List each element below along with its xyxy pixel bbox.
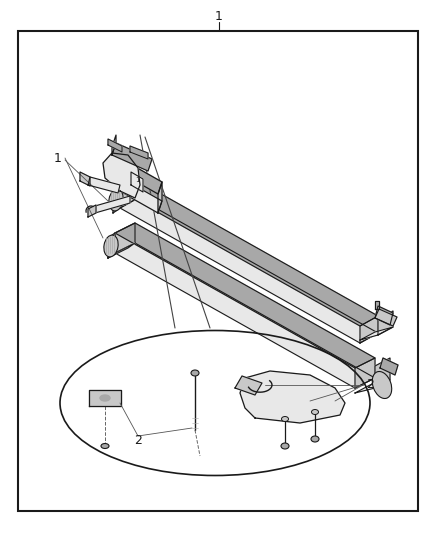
Polygon shape (360, 316, 378, 343)
Polygon shape (108, 139, 122, 152)
Text: 1: 1 (215, 10, 223, 22)
Text: 1: 1 (135, 177, 139, 183)
Polygon shape (103, 153, 140, 198)
Text: 2: 2 (134, 434, 142, 448)
Polygon shape (375, 301, 379, 309)
Polygon shape (88, 205, 96, 217)
Polygon shape (108, 243, 135, 258)
Polygon shape (80, 172, 90, 186)
Polygon shape (128, 184, 162, 213)
Ellipse shape (281, 443, 289, 449)
Polygon shape (95, 196, 130, 213)
Polygon shape (375, 306, 393, 325)
Polygon shape (120, 181, 378, 326)
Polygon shape (115, 223, 135, 253)
Polygon shape (355, 358, 375, 388)
Polygon shape (115, 223, 375, 368)
Polygon shape (360, 327, 393, 340)
Polygon shape (375, 358, 390, 388)
Polygon shape (240, 371, 345, 423)
Polygon shape (380, 358, 398, 375)
Polygon shape (120, 181, 138, 208)
Text: 2: 2 (366, 378, 374, 392)
Polygon shape (130, 146, 148, 159)
Polygon shape (108, 233, 115, 258)
Polygon shape (89, 390, 121, 406)
Polygon shape (112, 143, 152, 171)
Polygon shape (378, 311, 393, 335)
Polygon shape (355, 380, 390, 393)
Ellipse shape (191, 370, 199, 376)
Ellipse shape (109, 189, 123, 211)
Text: 1: 1 (54, 151, 62, 165)
Polygon shape (158, 182, 162, 213)
Polygon shape (131, 172, 143, 192)
Ellipse shape (311, 409, 318, 415)
Polygon shape (115, 243, 375, 388)
Ellipse shape (372, 372, 392, 399)
Polygon shape (235, 376, 262, 395)
Polygon shape (120, 198, 378, 343)
Ellipse shape (104, 235, 118, 257)
Ellipse shape (101, 443, 109, 448)
Polygon shape (375, 309, 397, 326)
Ellipse shape (282, 416, 289, 422)
Polygon shape (88, 177, 120, 193)
Polygon shape (128, 165, 132, 196)
Ellipse shape (311, 436, 319, 442)
Polygon shape (112, 135, 116, 155)
Polygon shape (113, 191, 120, 213)
Polygon shape (128, 165, 162, 194)
Ellipse shape (100, 395, 110, 401)
